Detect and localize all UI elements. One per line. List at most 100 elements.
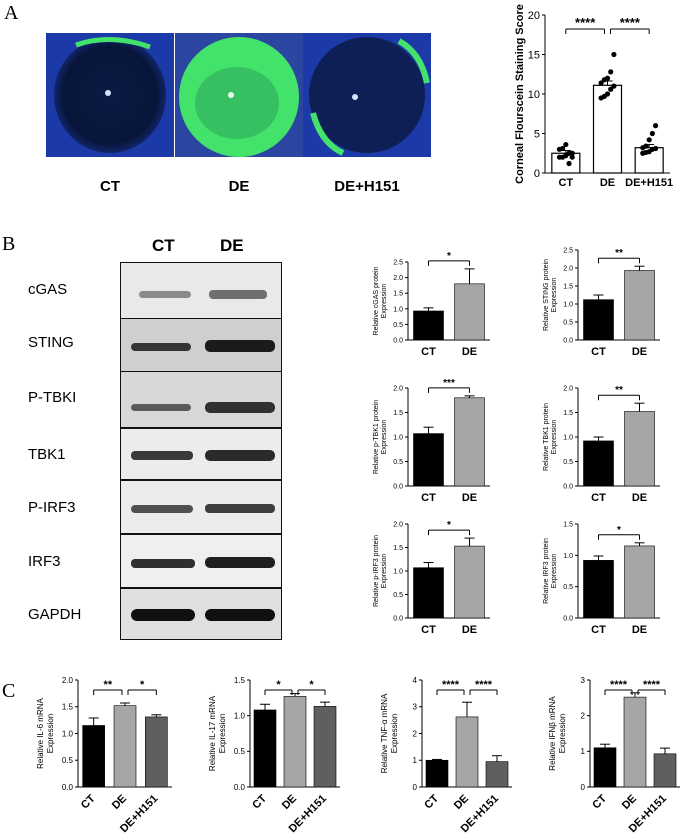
blot-irf3 (120, 534, 282, 588)
category-label: CT (590, 792, 609, 811)
chart-il6: 0.0 0.5 1.0 1.5 2.0 Relative IL-6 mRNA Express… (36, 676, 172, 835)
eye-label-de-h151: DE+H151 (334, 178, 400, 195)
bar-ct (583, 299, 614, 341)
panel-letter-b: B (2, 233, 16, 255)
blot-gapdh (120, 588, 282, 640)
y-axis-label-line2: Expression (551, 554, 558, 589)
y-tick-label: 2.0 (393, 521, 403, 528)
bar-de (283, 696, 307, 788)
data-point (560, 145, 566, 152)
y-axis-label: Relative IL-17 mRNA (208, 695, 217, 771)
data-point (604, 91, 611, 97)
y-tick-label: 20 (528, 10, 540, 22)
y-tick-label: 1.5 (62, 703, 74, 712)
bar-ct (583, 440, 614, 487)
y-axis-label-line2: Expression (46, 714, 55, 754)
y-tick-label: 1.5 (563, 410, 573, 417)
y-tick-label: 0 (413, 783, 418, 792)
y-tick-label: 2.5 (563, 247, 573, 254)
category-label: CT (422, 792, 441, 811)
significance-label: **** (475, 679, 493, 691)
blot-ptbki (120, 371, 282, 428)
y-tick-label: 0.0 (563, 337, 573, 344)
y-tick-label: 0.5 (563, 584, 573, 591)
chart-tbk1: 0.0 0.5 1.0 1.5 2.0 Relative TBK1 protein Expr… (543, 385, 660, 504)
category-label: DE (110, 793, 129, 812)
significance-label: * (617, 525, 621, 536)
bar-de (454, 545, 485, 619)
data-point (646, 137, 652, 143)
y-tick-label: 10 (528, 89, 540, 101)
category-label: DE (462, 346, 477, 358)
panel-letter-a: A (4, 2, 19, 24)
category-label: DE (632, 346, 647, 358)
bar-ct (413, 433, 444, 487)
y-tick-label: 1.5 (234, 676, 246, 685)
y-tick-label: 1 (581, 747, 586, 756)
blot-label-irf3: IRF3 (28, 553, 61, 570)
blot-label-gapdh: GAPDH (28, 606, 82, 623)
y-axis-label-line2: Expression (218, 714, 227, 754)
category-label: DE (620, 793, 639, 812)
significance-label: **** (620, 15, 641, 30)
y-tick-label: 2.0 (563, 385, 573, 392)
y-tick-label: 0.5 (393, 459, 403, 466)
eye-label-de: DE (228, 178, 250, 195)
y-tick-label: 0.0 (563, 483, 573, 490)
y-axis-label: Relative p-IRF3 protein (373, 535, 380, 607)
bar-de (624, 545, 655, 619)
y-tick-label: 0.5 (62, 756, 74, 765)
y-tick-label: 1.5 (393, 545, 403, 552)
y-tick-label: 0.5 (393, 322, 403, 329)
category-label: CT (591, 624, 606, 636)
significance-label: **** (643, 679, 661, 691)
category-label: CT (421, 492, 436, 504)
lane-header-de: DE (220, 236, 244, 255)
y-axis-label-line2: Expression (381, 420, 388, 455)
blot-label-cgas: cGAS (28, 281, 68, 298)
y-tick-label: 0.0 (563, 615, 573, 622)
chart-cgas: 0.0 0.5 1.0 1.5 2.0 2.5 Relative cGAS protein E… (373, 251, 490, 358)
y-axis-label-line2: Expression (551, 420, 558, 455)
bar-ct (413, 310, 444, 341)
blot-label-pirf3: P-IRF3 (28, 499, 76, 516)
y-tick-label: 2 (581, 711, 586, 720)
category-label: CT (591, 492, 606, 504)
data-point (608, 86, 614, 92)
significance-label: * (140, 679, 145, 691)
y-axis-label: Relative STING protein (543, 259, 550, 331)
bar-de-h151 (485, 761, 509, 788)
data-point (566, 160, 572, 167)
chart-irf3: 0.0 0.5 1.0 1.5 Relative IRF3 protein Express… (543, 521, 660, 636)
significance-label: **** (442, 679, 460, 691)
y-tick-label: 1.0 (563, 434, 573, 441)
y-tick-label: 1.0 (393, 434, 403, 441)
data-point (569, 154, 575, 160)
category-label: CT (421, 624, 436, 636)
y-tick-label: 1.5 (563, 521, 573, 528)
significance-label: ** (104, 679, 113, 691)
bar-ct (413, 567, 444, 619)
data-point (643, 143, 649, 149)
y-tick-label: 0.0 (234, 783, 246, 792)
category-label: DE (462, 492, 477, 504)
significance-label: * (447, 520, 451, 531)
y-axis-label: Relative IL-6 mRNA (36, 697, 45, 768)
y-tick-label: 0.5 (563, 459, 573, 466)
category-label: DE (632, 492, 647, 504)
bar-de (592, 84, 623, 174)
category-label: DE (632, 624, 647, 636)
y-axis-label-line2: Expression (558, 714, 567, 754)
eye-label-ct: CT (100, 178, 120, 195)
bar-de-h151 (145, 716, 168, 788)
category-label: CT (591, 346, 606, 358)
y-axis-label-line2: Expression (551, 278, 558, 313)
category-label: DE+H151 (625, 177, 673, 189)
y-tick-label: 2.0 (62, 676, 74, 685)
bar-de (623, 696, 647, 788)
data-point (569, 150, 575, 156)
y-tick-label: 0.5 (393, 592, 403, 599)
significance-label: **** (610, 679, 628, 691)
